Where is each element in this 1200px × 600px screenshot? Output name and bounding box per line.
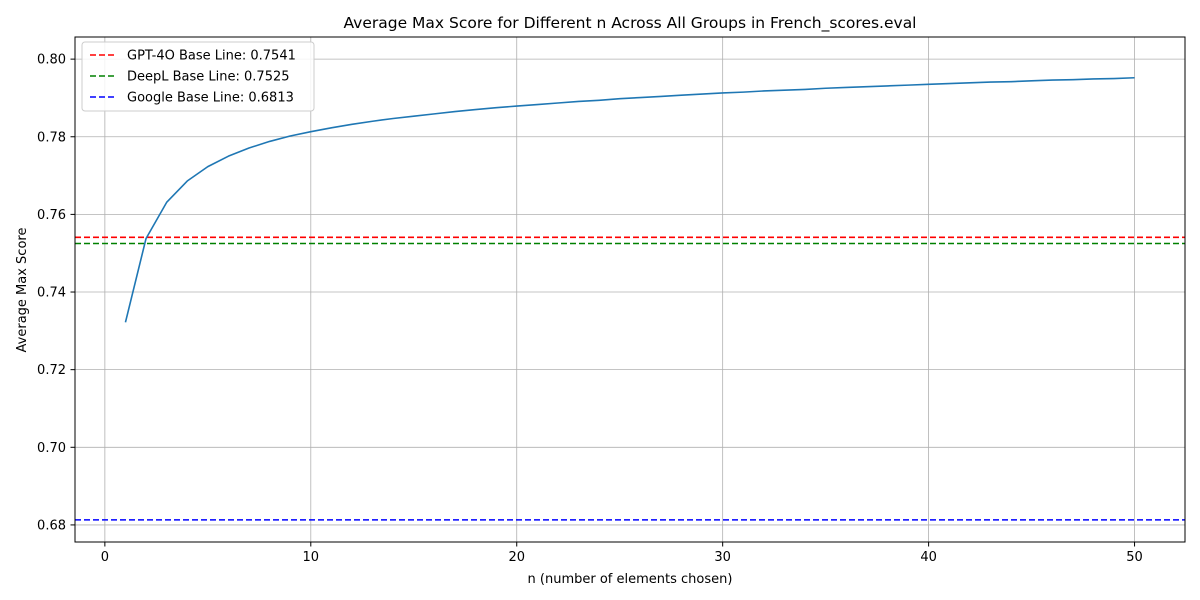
chart-legend: GPT-4O Base Line: 0.7541 DeepL Base Line:… (81, 41, 315, 112)
y-tick-label: 0.74 (37, 286, 66, 301)
legend-label: Google Base Line: 0.6813 (127, 91, 294, 106)
y-tick-label: 0.76 (37, 208, 66, 223)
x-tick-label: 40 (920, 550, 937, 565)
grid-lines (75, 37, 1185, 542)
chart-title: Average Max Score for Different n Across… (343, 14, 916, 33)
x-axis-ticks: 0 10 20 30 40 50 (101, 542, 1143, 565)
y-axis-ticks: 0.68 0.70 0.72 0.74 0.76 0.78 0.80 (37, 53, 75, 533)
x-axis-label: n (number of elements chosen) (528, 572, 733, 587)
plot-frame (74, 36, 1186, 543)
series-line (124, 76, 1135, 323)
legend-label: DeepL Base Line: 0.7525 (127, 70, 290, 85)
data-series (124, 76, 1135, 323)
x-tick-label: 10 (303, 550, 320, 565)
y-axis-label: Average Max Score (15, 228, 30, 353)
y-tick-label: 0.70 (37, 441, 66, 456)
x-tick-label: 50 (1126, 550, 1143, 565)
y-tick-label: 0.68 (37, 518, 66, 533)
baseline-lines (75, 236, 1185, 521)
y-tick-label: 0.78 (37, 130, 66, 145)
y-tick-label: 0.72 (37, 363, 66, 378)
legend-label: GPT-4O Base Line: 0.7541 (127, 49, 296, 64)
x-tick-label: 20 (508, 550, 525, 565)
x-tick-label: 30 (714, 550, 731, 565)
legend-box (81, 41, 315, 112)
x-tick-label: 0 (101, 550, 109, 565)
y-tick-label: 0.80 (37, 53, 66, 68)
